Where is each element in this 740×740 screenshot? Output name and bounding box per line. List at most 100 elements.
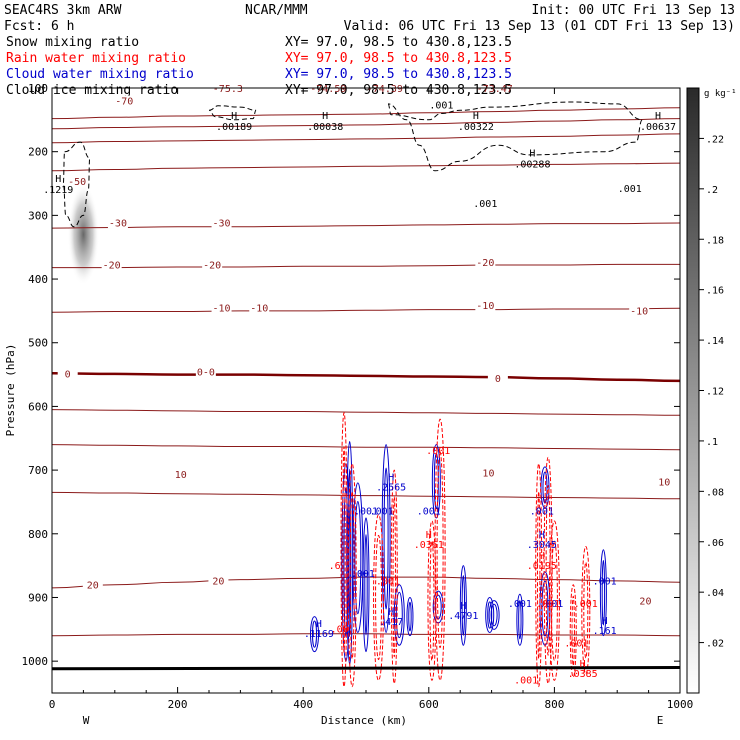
rain-water-cell-5 xyxy=(434,418,446,681)
cloud-ice-max-value-5: .1219 xyxy=(43,185,73,196)
cloud-water-max-value-11: .001 xyxy=(539,599,563,610)
colorbar-tick-label-7: .16 xyxy=(706,286,724,297)
cloud-ice-contours xyxy=(62,101,643,228)
rain-water-cell-inner-6 xyxy=(537,491,541,660)
cloud-water-cell-9 xyxy=(459,565,467,646)
field-xy-snow: XY= 97.0, 98.5 to 430.8,123.5 xyxy=(285,35,512,50)
colorbar-tick-label-1: .04 xyxy=(706,588,724,599)
cloud-water-cell-inner-11 xyxy=(490,603,498,627)
cloud-water-max-value-5: .161 xyxy=(593,626,617,637)
cloud-water-cell-inner-12 xyxy=(518,600,522,640)
cloud-water-contours xyxy=(310,440,607,665)
temperature-label-bg-8 xyxy=(249,302,270,314)
rain-water-cell-0 xyxy=(340,412,348,688)
cloud-ice-max-value-0: .00189 xyxy=(216,122,252,133)
temperature-label-bg-7 xyxy=(211,302,232,314)
rain-water-max-value-2: .0385 xyxy=(568,669,598,680)
temperature-label-bg-11 xyxy=(57,368,78,380)
surface-pressure-line xyxy=(51,666,681,671)
cloud-water-cell-6 xyxy=(406,596,414,637)
rain-water-max-value-3: .001 xyxy=(426,446,450,457)
temperature-label-7: -10 xyxy=(213,304,231,315)
cloud-water-cell-inner-16 xyxy=(312,620,318,648)
temperature-label-19: 20 xyxy=(639,597,651,608)
rain-water-cell-inner-7 xyxy=(545,485,551,656)
temperature-label-11: 0 xyxy=(65,369,71,380)
valid-time: Valid: 06 UTC Fri 13 Sep 13 (01 CDT Fri … xyxy=(344,19,735,34)
temperature-label-bg-19 xyxy=(635,595,656,607)
field-name-cloud-ice: Cloud ice mixing ratio xyxy=(6,83,178,98)
field-name-cloud-water: Cloud water mixing ratio xyxy=(6,67,194,82)
temperature-label-bg-4 xyxy=(101,259,122,271)
cloud-water-max-value-6: .001 xyxy=(417,507,441,518)
cloud-ice-contour-label-2: .001 xyxy=(618,184,642,195)
field-xy-cloud-ice: XY= 97.0, 98.5 to 430.8,123.5 xyxy=(285,83,512,98)
cloud-water-high-marker-5: H xyxy=(602,616,608,627)
temperature-label-bg-13 xyxy=(487,372,508,384)
rain-water-max-value-10: .00 xyxy=(331,625,349,636)
top-edge-label-2: -74.39 xyxy=(367,84,403,95)
temperature-contours xyxy=(52,107,680,637)
cloud-ice-high-marker-4: H xyxy=(655,111,661,122)
rain-water-max-value-8: .001 xyxy=(514,675,538,686)
cloud-water-max-value-9: .001 xyxy=(593,577,617,588)
temperature-contour-0 xyxy=(52,372,680,383)
axes: 0 200 400 600 800 100010020030040050060070080… xyxy=(22,82,694,711)
temperature-label-bg-3 xyxy=(211,217,232,229)
temperature-contour-m40 xyxy=(52,162,680,172)
cloud-ice-max-value-3: .00288 xyxy=(514,159,550,170)
y-tick-label-7: 800 xyxy=(28,528,48,541)
cloud-water-high-marker-1: H xyxy=(539,530,545,541)
forecast-hour: Fcst: 6 h xyxy=(4,19,74,34)
surface-line xyxy=(51,666,681,671)
colorbar-unit: g kg⁻¹ xyxy=(704,89,737,99)
temperature-label-12: 0-0 xyxy=(197,367,215,378)
cloud-water-cell-4 xyxy=(381,444,391,634)
cloud-water-cell-inner-5 xyxy=(395,591,403,639)
cloud-water-cell-11 xyxy=(488,600,500,630)
rain-water-cell-1 xyxy=(347,463,357,688)
cloud-water-high-marker-0: H xyxy=(388,472,394,483)
cloud-water-cell-15 xyxy=(599,549,607,637)
snow-plume-shading xyxy=(67,183,100,286)
colorbar-tick-label-2: .06 xyxy=(706,538,724,549)
rain-water-max-value-6: .001 xyxy=(574,599,598,610)
cloud-water-max-value-7: .001 xyxy=(530,507,554,518)
contour-labels: -70 -50 -30 -30 -20 -20 -20 -10 -10 -10 -10 0 0-0 0 10… xyxy=(43,84,676,686)
temperature-contour-m30 xyxy=(52,222,680,229)
x-tick-label-2: 400 xyxy=(293,698,313,711)
y-tick-label-1: 200 xyxy=(28,146,48,159)
colorbar-tick-label-0: .02 xyxy=(706,639,724,650)
cloud-water-cell-inner-0 xyxy=(347,468,352,637)
rain-water-cell-inner-5 xyxy=(436,451,444,649)
rain-water-cell-inner-2 xyxy=(375,534,383,661)
rain-water-max-value-5: .001 xyxy=(536,599,560,610)
cloud-water-max-value-10: .001 xyxy=(508,599,532,610)
temperature-contour-m20 xyxy=(52,263,680,269)
y-tick-label-5: 600 xyxy=(28,400,48,413)
colorbar-tick-label-3: .08 xyxy=(706,487,724,498)
field-name-rain: Rain water mixing ratio xyxy=(6,51,186,66)
y-axis-label: Pressure (hPa) xyxy=(4,344,17,437)
x-end-label-right: E xyxy=(657,714,664,727)
cloud-ice-high-marker-5: H xyxy=(55,174,61,185)
cloud-water-cell-12 xyxy=(516,593,524,646)
cloud-water-cell-7 xyxy=(431,444,441,519)
colorbar xyxy=(686,87,700,694)
temperature-label-bg-15 xyxy=(478,467,499,479)
rain-water-high-marker-2: H xyxy=(580,659,586,670)
temperature-label-15: 10 xyxy=(482,469,494,480)
x-end-label-left: W xyxy=(83,714,90,727)
temperature-label-3: -30 xyxy=(213,218,231,229)
temperature-contour-15 xyxy=(52,491,680,500)
y-tick-label-0: 100 xyxy=(28,82,48,95)
colorbar-tick-label-10: .22 xyxy=(706,134,724,145)
cloud-water-high-marker-2: H xyxy=(460,601,466,612)
temperature-label-bg-16 xyxy=(654,476,675,488)
cloud-ice-high-marker-3: H xyxy=(529,148,535,159)
field-xy-rain: XY= 97.0, 98.5 to 430.8,123.5 xyxy=(285,51,512,66)
cloud-water-cell-inner-6 xyxy=(408,601,412,632)
temperature-label-2: -30 xyxy=(109,218,127,229)
temperature-label-bg-2 xyxy=(107,217,128,229)
